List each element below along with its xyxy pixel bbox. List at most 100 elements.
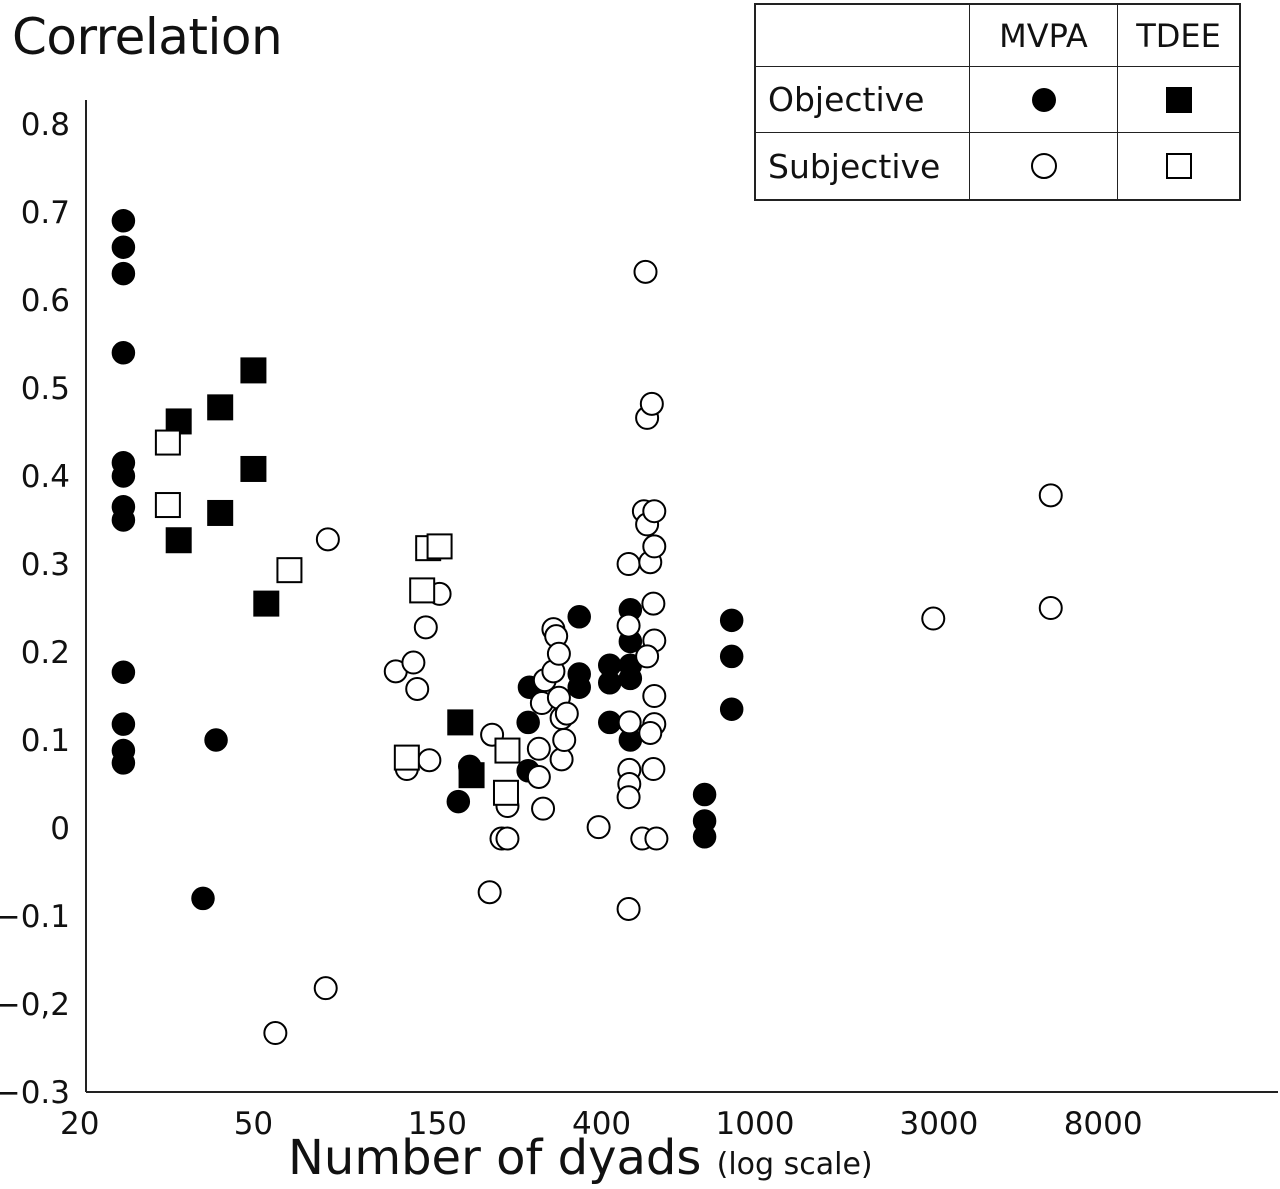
point-subjective-tdee bbox=[154, 429, 181, 456]
y-axis-title: Correlation bbox=[12, 8, 283, 66]
y-tick-label: −0,2 bbox=[0, 987, 70, 1023]
x-axis-title-note: (log scale) bbox=[716, 1147, 873, 1182]
point-objective-mvpa bbox=[111, 660, 136, 684]
y-tick-label: −0.3 bbox=[0, 1075, 70, 1111]
x-tick-label: 3000 bbox=[899, 1106, 978, 1142]
point-subjective-mvpa bbox=[1038, 483, 1063, 508]
point-subjective-tdee bbox=[393, 744, 420, 771]
point-subjective-mvpa bbox=[546, 641, 571, 666]
point-objective-mvpa bbox=[516, 710, 540, 735]
point-subjective-mvpa bbox=[639, 391, 664, 416]
point-objective-mvpa bbox=[111, 261, 136, 286]
open-square-icon bbox=[1165, 153, 1192, 179]
point-subjective-mvpa bbox=[405, 676, 430, 701]
point-objective-tdee bbox=[253, 590, 280, 617]
point-objective-tdee bbox=[207, 394, 234, 421]
point-subjective-mvpa bbox=[401, 650, 426, 675]
point-subjective-mvpa bbox=[642, 684, 667, 708]
point-objective-mvpa bbox=[111, 464, 136, 488]
axes bbox=[85, 100, 1278, 1093]
y-tick-labels: −0.3 −0,2 −0.1 0 0.1 0.2 0.3 0.4 0.5 0.6 0.7 0.8 bbox=[0, 107, 70, 1111]
point-objective-mvpa bbox=[191, 886, 215, 911]
point-subjective-mvpa bbox=[642, 534, 667, 559]
point-objective-tdee bbox=[458, 762, 485, 789]
point-objective-mvpa bbox=[692, 825, 717, 849]
y-tick-label: 0.5 bbox=[21, 371, 70, 407]
legend-row-subjective: Subjective bbox=[756, 133, 970, 199]
legend-cell-subjective-tdee bbox=[1118, 133, 1239, 199]
point-subjective-mvpa bbox=[616, 896, 641, 921]
y-tick-label: 0.1 bbox=[21, 723, 70, 759]
y-tick-label: 0.4 bbox=[21, 459, 70, 495]
point-objective-mvpa bbox=[111, 712, 136, 736]
point-objective-mvpa bbox=[598, 710, 622, 735]
point-subjective-mvpa bbox=[1038, 596, 1063, 620]
point-subjective-mvpa bbox=[638, 720, 663, 745]
y-tick-label: 0.6 bbox=[21, 283, 70, 319]
point-subjective-mvpa bbox=[554, 701, 579, 726]
point-subjective-mvpa bbox=[531, 796, 556, 821]
x-tick-label: 8000 bbox=[1064, 1106, 1143, 1142]
point-objective-mvpa bbox=[719, 697, 744, 721]
point-subjective-mvpa bbox=[616, 552, 641, 576]
point-objective-tdee bbox=[240, 357, 267, 384]
point-subjective-mvpa bbox=[417, 748, 442, 773]
point-objective-tdee bbox=[165, 527, 192, 554]
filled-square-icon bbox=[1165, 86, 1192, 113]
y-tick-label: 0.7 bbox=[21, 195, 70, 231]
point-subjective-mvpa bbox=[526, 736, 551, 761]
point-objective-mvpa bbox=[111, 209, 136, 233]
point-subjective-tdee bbox=[154, 492, 181, 519]
point-objective-mvpa bbox=[111, 235, 136, 259]
point-objective-mvpa bbox=[692, 782, 717, 807]
x-tick-label: 20 bbox=[60, 1106, 99, 1142]
x-tick-label: 150 bbox=[408, 1106, 467, 1142]
point-objective-mvpa bbox=[719, 644, 744, 669]
legend-row-objective: Objective bbox=[756, 67, 970, 133]
x-tick-label: 400 bbox=[572, 1106, 631, 1142]
point-subjective-mvpa bbox=[642, 499, 667, 524]
point-objective-mvpa bbox=[111, 341, 136, 365]
point-subjective-mvpa bbox=[921, 606, 946, 631]
y-tick-label: 0.8 bbox=[21, 107, 70, 143]
point-objective-mvpa bbox=[719, 608, 744, 633]
point-subjective-mvpa bbox=[586, 815, 611, 840]
point-subjective-mvpa bbox=[413, 615, 438, 640]
x-tick-labels: 20 50 150 400 1000 3000 8000 bbox=[60, 1106, 1143, 1142]
point-subjective-mvpa bbox=[616, 613, 641, 638]
point-subjective-mvpa bbox=[635, 644, 660, 669]
legend-cell-objective-mvpa bbox=[970, 67, 1118, 133]
legend-corner-cell bbox=[756, 5, 970, 67]
point-subjective-mvpa bbox=[526, 764, 551, 789]
point-subjective-mvpa bbox=[495, 826, 520, 851]
legend-header-mvpa: MVPA bbox=[970, 5, 1118, 67]
point-objective-mvpa bbox=[204, 728, 228, 752]
point-objective-mvpa bbox=[446, 789, 471, 814]
data-points bbox=[111, 209, 1063, 1046]
x-axis-title: Number of dyads (log scale) bbox=[288, 1130, 873, 1186]
point-subjective-tdee bbox=[492, 779, 519, 806]
point-subjective-mvpa bbox=[313, 976, 338, 1001]
x-tick-label: 50 bbox=[234, 1106, 273, 1142]
point-subjective-tdee bbox=[409, 577, 436, 604]
point-objective-mvpa bbox=[567, 675, 591, 699]
point-subjective-mvpa bbox=[641, 757, 666, 782]
point-objective-tdee bbox=[240, 455, 267, 482]
point-objective-mvpa bbox=[598, 671, 622, 695]
point-subjective-mvpa bbox=[641, 591, 666, 616]
legend-cell-subjective-mvpa bbox=[970, 133, 1118, 199]
y-tick-label: 0.3 bbox=[21, 547, 70, 583]
point-subjective-mvpa bbox=[617, 710, 642, 735]
legend-table: MVPA TDEE Objective Subjective bbox=[754, 3, 1241, 201]
legend-cell-objective-tdee bbox=[1118, 67, 1239, 133]
point-subjective-mvpa bbox=[616, 785, 641, 810]
filled-circle-icon bbox=[1031, 87, 1056, 112]
point-subjective-mvpa bbox=[644, 826, 669, 851]
point-subjective-tdee bbox=[494, 737, 521, 764]
point-subjective-mvpa bbox=[552, 728, 577, 752]
y-tick-label: −0.1 bbox=[0, 899, 70, 935]
point-objective-mvpa bbox=[111, 508, 136, 532]
point-subjective-mvpa bbox=[263, 1021, 288, 1046]
point-subjective-tdee bbox=[426, 533, 453, 560]
